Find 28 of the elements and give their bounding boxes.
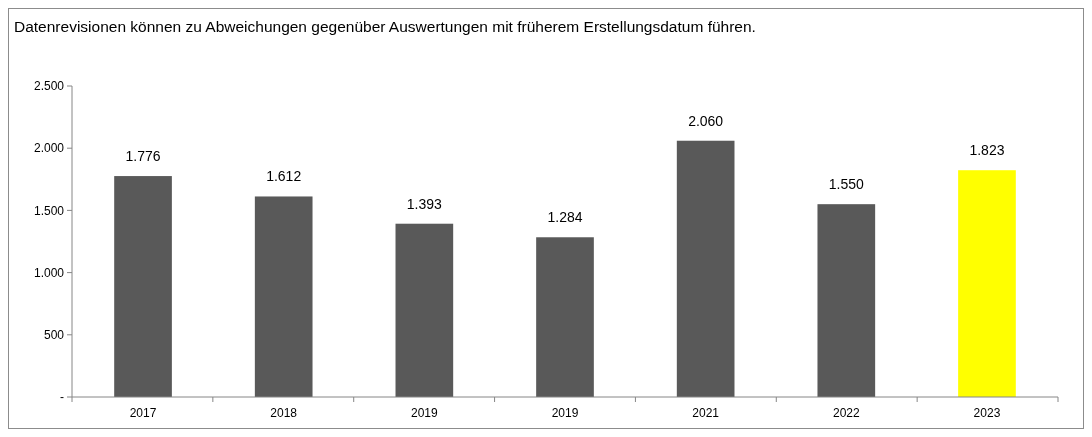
- y-tick-label: 1.000: [33, 265, 65, 280]
- data-label: 1.776: [125, 148, 161, 165]
- x-tick-label: 2017: [129, 406, 157, 420]
- bar: [536, 237, 594, 397]
- data-label: 1.823: [969, 142, 1005, 159]
- data-label: 1.550: [828, 176, 865, 193]
- bar: [395, 223, 454, 397]
- data-label: 2.060: [688, 112, 724, 129]
- bar: [817, 204, 876, 397]
- y-tick-label: 1.500: [33, 203, 65, 218]
- x-tick-label: 2023: [973, 406, 1001, 420]
- x-tick-label: 2019: [551, 406, 579, 420]
- x-tick-label: 2018: [270, 406, 298, 420]
- y-tick-label: 500: [43, 328, 65, 342]
- bar: [254, 196, 313, 397]
- bar: [114, 176, 172, 397]
- x-tick-label: 2022: [832, 406, 860, 420]
- x-tick-label: 2019: [410, 406, 439, 420]
- bar: [676, 140, 735, 397]
- y-tick-label: 2.500: [33, 79, 65, 94]
- data-label: 1.284: [547, 209, 583, 226]
- y-tick-label: 2.000: [33, 141, 65, 156]
- data-label: 1.612: [266, 168, 302, 185]
- x-tick-label: 2021: [692, 406, 720, 420]
- bar: [958, 170, 1016, 397]
- y-tick-label: -: [60, 390, 64, 405]
- chart-title: Datenrevisionen können zu Abweichungen gegenüber Auswertungen mit früherem Erstellungsdatum führen.: [14, 18, 756, 35]
- data-label: 1.393: [406, 195, 443, 212]
